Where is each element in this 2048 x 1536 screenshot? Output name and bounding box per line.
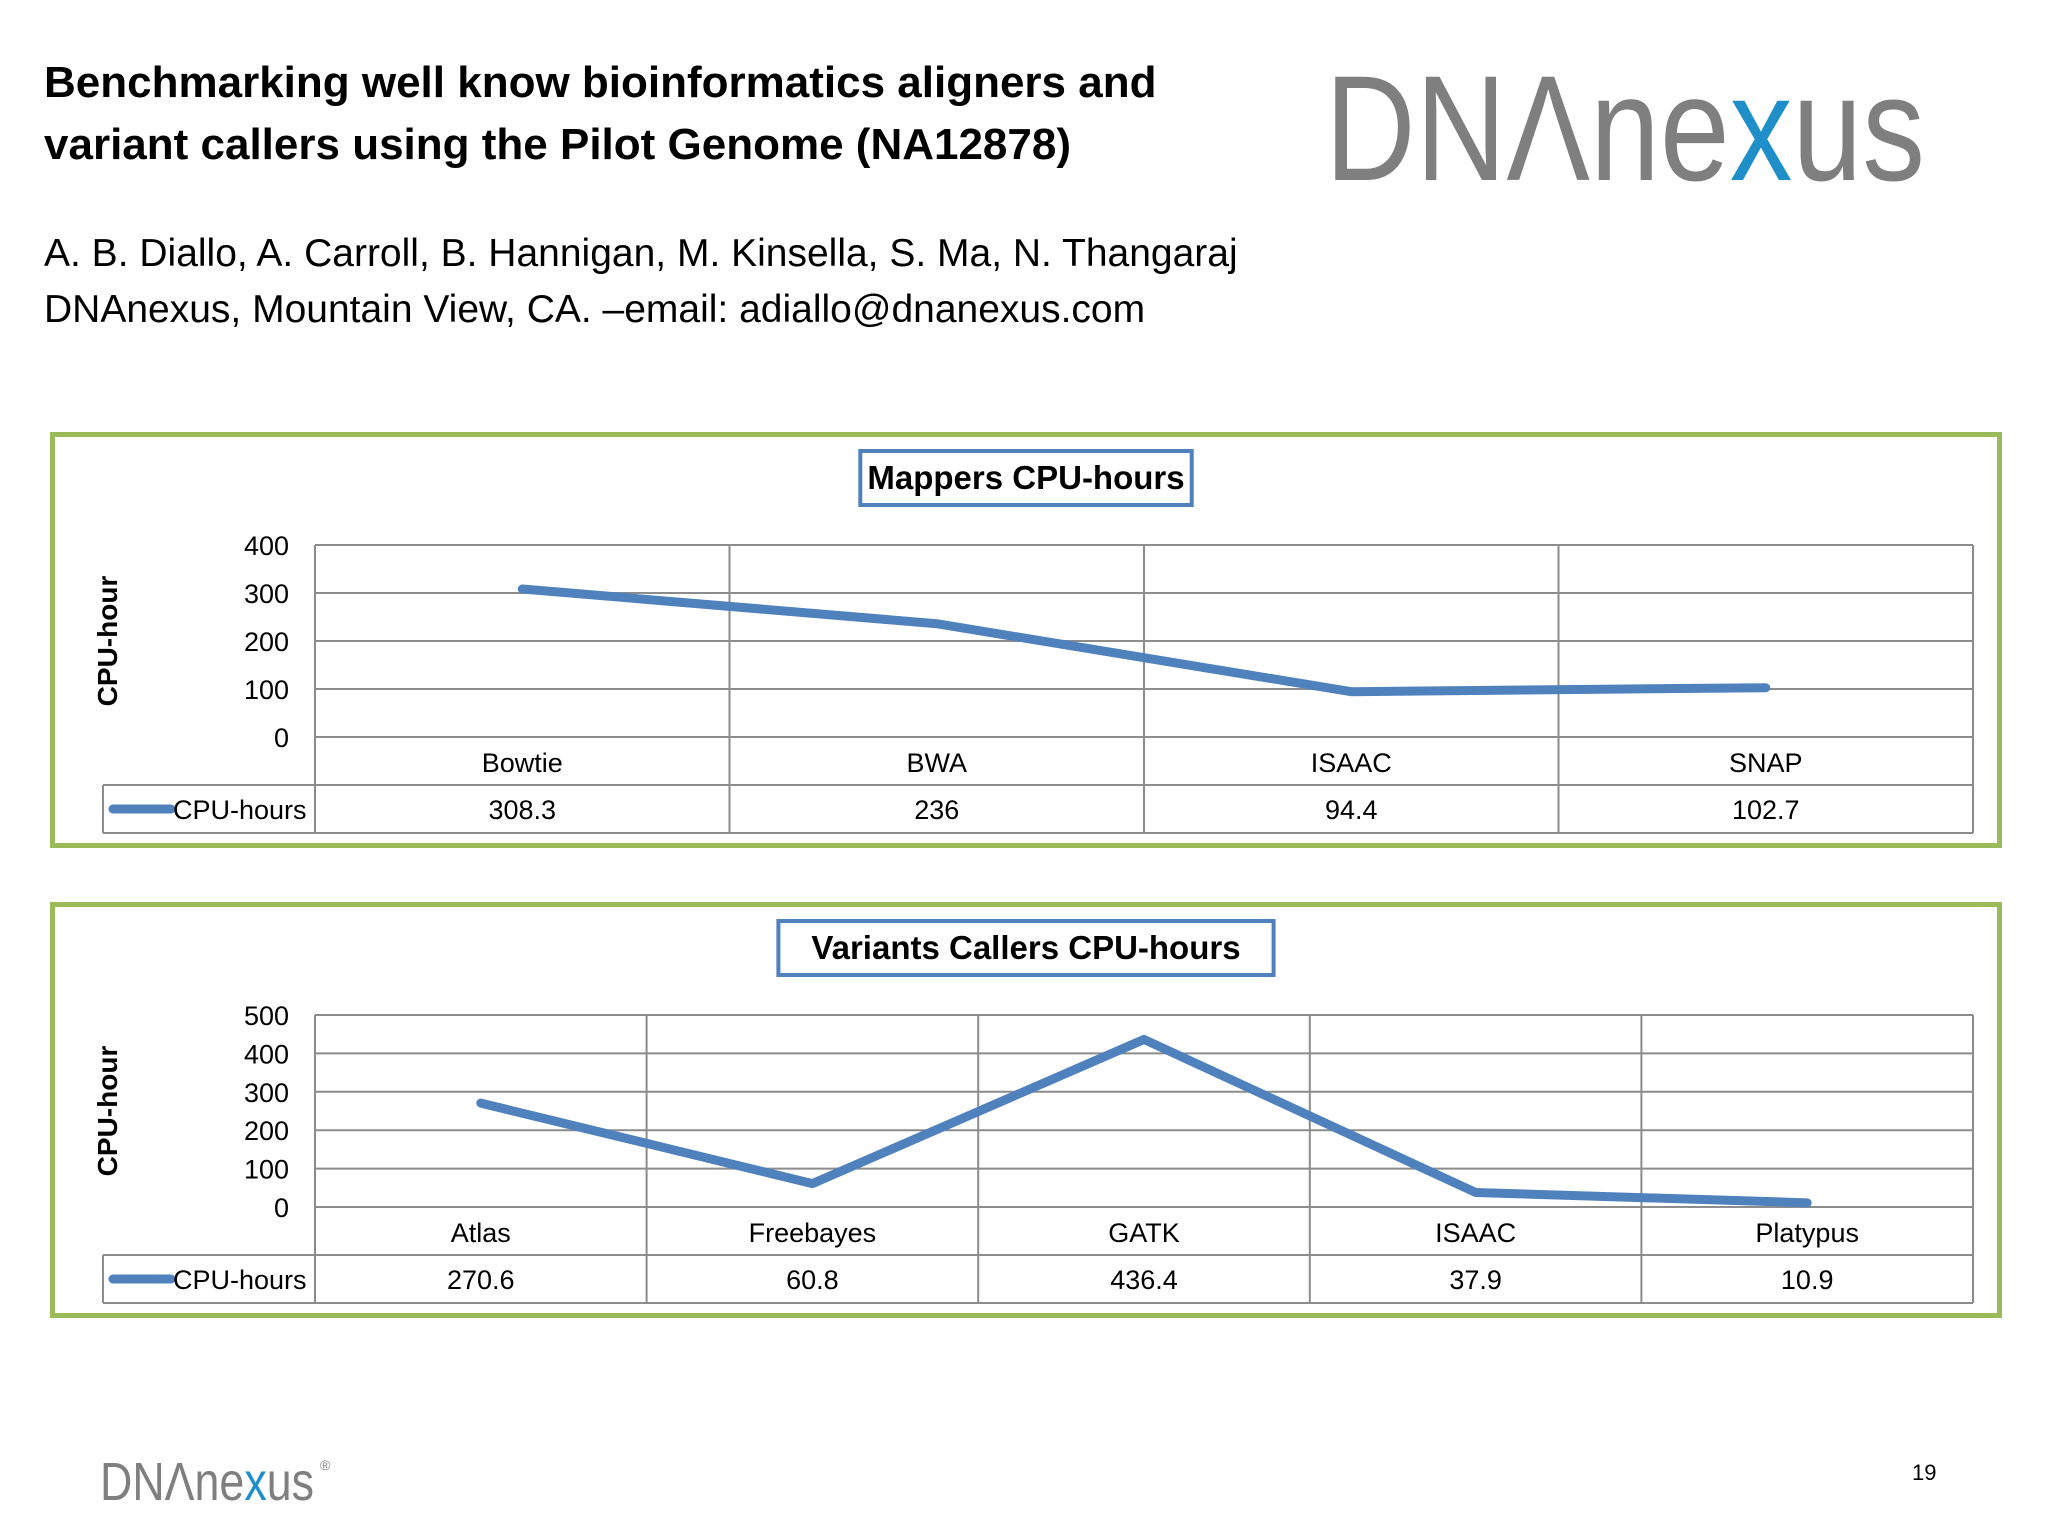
affiliation-line: DNAnexus, Mountain View, CA. –email: adi…	[44, 288, 1146, 331]
footer-dnanexus-logo: DNΛnexus ®	[100, 1452, 331, 1510]
footer-logo-x-letter: x	[244, 1452, 266, 1510]
mappers-category-label: Bowtie	[482, 748, 563, 778]
callers-data-value: 60.8	[786, 1265, 839, 1295]
mappers-chart-title: Mappers CPU-hours	[867, 459, 1184, 496]
mappers-data-value: 236	[914, 795, 959, 825]
mappers-y-tick-label: 200	[244, 627, 289, 657]
page-number: 19	[1912, 1460, 1937, 1485]
authors-line: A. B. Diallo, A. Carroll, B. Hannigan, M…	[44, 232, 1238, 275]
callers-category-label: ISAAC	[1435, 1218, 1516, 1248]
mappers-category-label: BWA	[907, 748, 968, 778]
mappers-legend-label: CPU-hours	[173, 795, 307, 825]
mappers-category-label: ISAAC	[1311, 748, 1392, 778]
registered-mark: ®	[320, 1457, 331, 1473]
footer-logo-gray-text: DNΛne	[100, 1452, 244, 1510]
svg-text:DNΛnexus: DNΛnexus	[1325, 44, 1925, 210]
callers-y-axis-label: CPU-hour	[92, 1046, 123, 1177]
callers-y-tick-label: 0	[274, 1193, 289, 1223]
callers-data-value: 37.9	[1449, 1265, 1502, 1295]
mappers-data-value: 102.7	[1732, 795, 1800, 825]
callers-category-label: Atlas	[451, 1218, 511, 1248]
dnanexus-logo: DNΛnexus	[1325, 44, 1925, 210]
callers-y-tick-label: 400	[244, 1039, 289, 1069]
callers-chart-title-box	[776, 919, 1276, 977]
variant-callers-chart-panel: Variants Callers CPU-hours CPU-hour 0 100 20…	[50, 902, 2002, 1318]
mappers-y-tick-label: 400	[244, 531, 289, 561]
variant-callers-chart: Variants Callers CPU-hours CPU-hour 0 100 20…	[92, 919, 1974, 1304]
logo-tail-text: us	[1792, 44, 1925, 210]
callers-y-tick-label: 100	[244, 1155, 289, 1185]
mappers-chart: Mappers CPU-hours CPU-hour 0 100 200 300 400 Bo…	[92, 449, 1974, 834]
callers-y-tick-label: 300	[244, 1078, 289, 1108]
callers-series-line	[476, 1034, 1812, 1208]
callers-data-value: 436.4	[1110, 1265, 1178, 1295]
mappers-chart-panel: Mappers CPU-hours CPU-hour 0 100 200 300 400 Bo…	[50, 432, 2002, 848]
authors-block: A. B. Diallo, A. Carroll, B. Hannigan, M…	[44, 226, 1238, 338]
logo-gray-text: DNΛne	[1325, 44, 1730, 210]
callers-category-label: GATK	[1108, 1218, 1180, 1248]
mappers-y-tick-label: 0	[274, 723, 289, 753]
mappers-chart-title-box	[858, 449, 1194, 507]
callers-chart-title: Variants Callers CPU-hours	[811, 929, 1240, 966]
mappers-series-line	[517, 584, 1771, 697]
mappers-data-value: 94.4	[1325, 795, 1378, 825]
callers-data-value: 270.6	[447, 1265, 515, 1295]
callers-y-tick-label: 200	[244, 1116, 289, 1146]
callers-legend-label: CPU-hours	[173, 1265, 307, 1295]
callers-data-value: 10.9	[1781, 1265, 1834, 1295]
mappers-data-value: 308.3	[488, 795, 556, 825]
mappers-y-axis-label: CPU-hour	[92, 576, 123, 707]
svg-text:DNΛnexus: DNΛnexus	[100, 1452, 314, 1510]
title-line-1: Benchmarking well know bioinformatics al…	[44, 58, 1157, 107]
footer-logo-tail-text: us	[267, 1452, 314, 1510]
callers-y-tick-label: 500	[244, 1001, 289, 1031]
mappers-y-tick-label: 300	[244, 579, 289, 609]
mappers-y-tick-label: 100	[244, 675, 289, 705]
logo-x-letter: x	[1730, 44, 1793, 210]
title-line-2: variant callers using the Pilot Genome (…	[44, 120, 1071, 169]
callers-category-label: Freebayes	[749, 1218, 877, 1248]
mappers-category-label: SNAP	[1729, 748, 1803, 778]
callers-category-label: Platypus	[1755, 1218, 1859, 1248]
poster-title: Benchmarking well know bioinformatics al…	[44, 52, 1156, 176]
